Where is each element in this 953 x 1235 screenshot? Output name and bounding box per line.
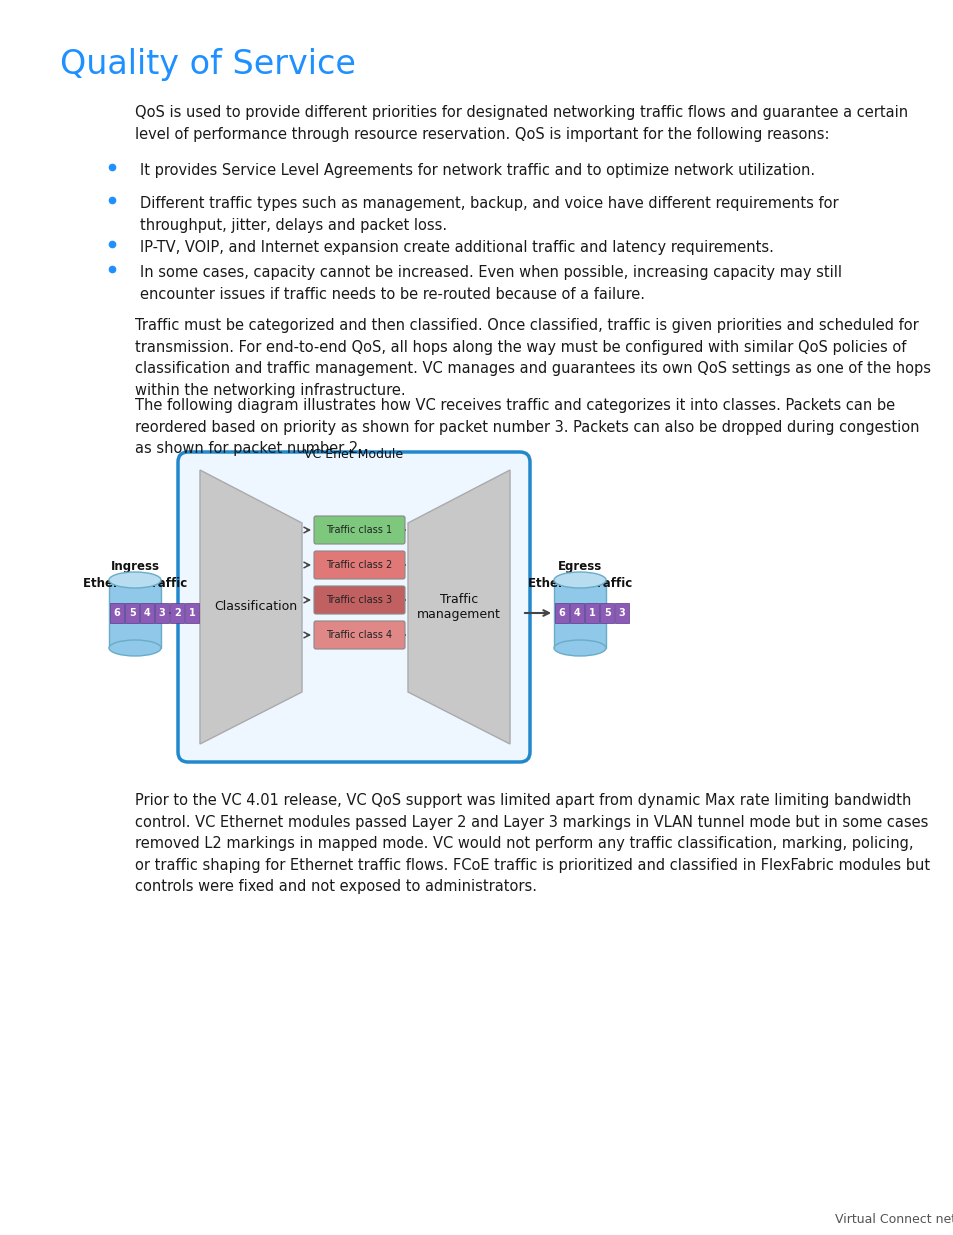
Text: Egress
Ethernet Traffic: Egress Ethernet Traffic (527, 559, 632, 590)
Text: 4: 4 (144, 608, 151, 618)
Bar (584, 603, 598, 622)
Text: Virtual Connect networks    103: Virtual Connect networks 103 (834, 1213, 953, 1226)
FancyBboxPatch shape (314, 585, 405, 614)
Bar (110, 603, 125, 622)
Bar (170, 603, 184, 622)
Polygon shape (200, 471, 302, 743)
Bar (555, 603, 569, 622)
FancyBboxPatch shape (314, 621, 405, 650)
Text: 2: 2 (173, 608, 180, 618)
Text: Classification: Classification (214, 600, 297, 614)
FancyBboxPatch shape (314, 551, 405, 579)
Text: VC Enet Module: VC Enet Module (304, 448, 403, 461)
Text: Prior to the VC 4.01 release, VC QoS support was limited apart from dynamic Max : Prior to the VC 4.01 release, VC QoS sup… (135, 793, 929, 894)
Text: 6: 6 (558, 608, 565, 618)
Text: IP-TV, VOIP, and Internet expansion create additional traffic and latency requir: IP-TV, VOIP, and Internet expansion crea… (140, 240, 773, 254)
Bar (140, 603, 154, 622)
Text: Traffic class 4: Traffic class 4 (326, 630, 392, 640)
Text: 4: 4 (574, 608, 580, 618)
Text: Traffic must be categorized and then classified. Once classified, traffic is giv: Traffic must be categorized and then cla… (135, 317, 930, 398)
Text: Traffic class 3: Traffic class 3 (326, 595, 392, 605)
Text: 6: 6 (113, 608, 120, 618)
Text: Traffic
management: Traffic management (416, 593, 500, 621)
Bar (615, 603, 629, 622)
Text: 1: 1 (588, 608, 595, 618)
Ellipse shape (554, 640, 605, 656)
Text: 1: 1 (189, 608, 195, 618)
Bar (569, 603, 584, 622)
Text: 3: 3 (159, 608, 166, 618)
Ellipse shape (109, 640, 161, 656)
Text: In some cases, capacity cannot be increased. Even when possible, increasing capa: In some cases, capacity cannot be increa… (140, 266, 841, 301)
Text: 5: 5 (129, 608, 135, 618)
Bar (154, 603, 170, 622)
Bar (185, 603, 199, 622)
Text: Ingress
Ethernet Traffic: Ingress Ethernet Traffic (83, 559, 187, 590)
Bar (554, 580, 605, 648)
Text: Traffic class 2: Traffic class 2 (326, 559, 393, 571)
Text: Different traffic types such as management, backup, and voice have different req: Different traffic types such as manageme… (140, 196, 838, 232)
Text: Traffic class 1: Traffic class 1 (326, 525, 392, 535)
FancyBboxPatch shape (314, 516, 405, 543)
Ellipse shape (109, 572, 161, 588)
Bar (125, 603, 139, 622)
FancyBboxPatch shape (178, 452, 530, 762)
Text: 5: 5 (603, 608, 610, 618)
Bar (109, 580, 161, 648)
Text: The following diagram illustrates how VC receives traffic and categorizes it int: The following diagram illustrates how VC… (135, 398, 919, 456)
Text: 3: 3 (618, 608, 625, 618)
Text: QoS is used to provide different priorities for designated networking traffic fl: QoS is used to provide different priorit… (135, 105, 907, 142)
Text: Quality of Service: Quality of Service (60, 48, 355, 82)
Bar (599, 603, 614, 622)
Polygon shape (408, 471, 510, 743)
Ellipse shape (554, 572, 605, 588)
Text: It provides Service Level Agreements for network traffic and to optimize network: It provides Service Level Agreements for… (140, 163, 814, 178)
